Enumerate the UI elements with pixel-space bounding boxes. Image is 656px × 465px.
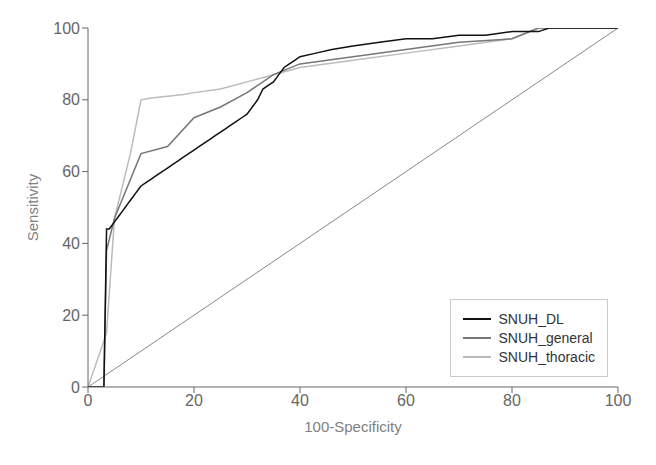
svg-text:100: 100 [53,20,80,37]
svg-text:60: 60 [397,392,415,409]
html-text:SNUH_general: SNUH_general [498,330,593,346]
svg-text:20: 20 [62,307,80,324]
svg-text:0: 0 [84,392,93,409]
svg-text:Sensitivity: Sensitivity [24,173,41,241]
svg-text:80: 80 [503,392,521,409]
svg-text:20: 20 [185,392,203,409]
svg-text:100-Specificity: 100-Specificity [304,418,402,435]
html-text:SNUH_DL: SNUH_DL [498,311,564,327]
svg-text:80: 80 [62,91,80,108]
svg-text:100: 100 [605,392,632,409]
svg-text:0: 0 [71,379,80,396]
html-text:SNUH_thoracic: SNUH_thoracic [498,349,595,365]
svg-text:40: 40 [291,392,309,409]
svg-text:60: 60 [62,163,80,180]
svg-text:40: 40 [62,235,80,252]
